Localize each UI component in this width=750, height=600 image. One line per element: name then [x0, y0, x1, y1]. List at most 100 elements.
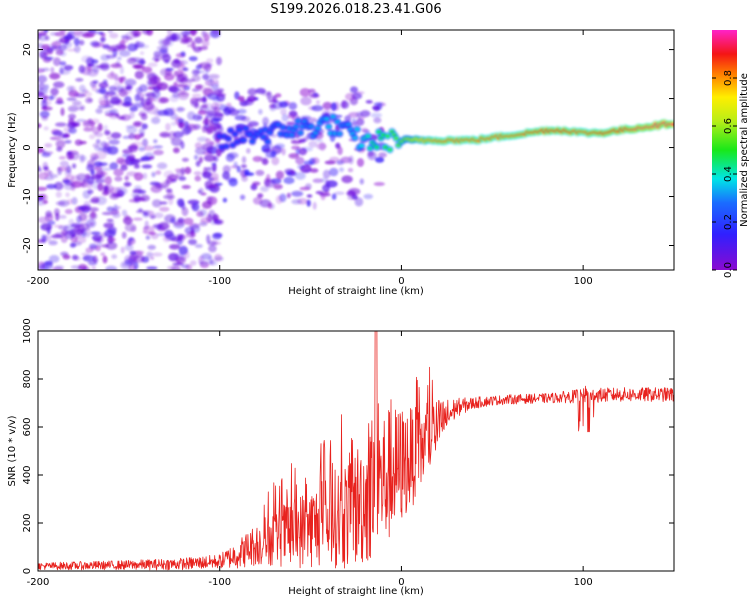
heatmap-cell [346, 123, 351, 126]
heatmap-cell [290, 140, 302, 145]
heatmap-cell [38, 147, 44, 154]
heatmap-cell [247, 88, 257, 96]
heatmap-cell [100, 252, 106, 256]
heatmap-cell [124, 258, 135, 266]
heatmap-cell [185, 37, 192, 42]
colorbar-ticks: 0.0 0.2 0.4 0.6 0.8 [712, 70, 737, 278]
heatmap-cell [264, 179, 276, 188]
heatmap-cell [107, 30, 113, 34]
heatmap-cell [155, 170, 162, 175]
heatmap-cell [175, 78, 184, 84]
heatmap-cell [41, 234, 47, 243]
heatmap-cell [151, 117, 161, 124]
heatmap-cell [244, 169, 250, 176]
heatmap-cell [165, 123, 171, 131]
colorbar-label: Normalized spectral amplitude [739, 73, 750, 227]
heatmap-cell [82, 91, 93, 98]
heatmap-cell [194, 175, 202, 182]
heatmap-cell [223, 107, 232, 116]
heatmap-cell [118, 88, 128, 97]
heatmap-cell [275, 170, 284, 180]
heatmap-cell [223, 145, 229, 148]
heatmap-cell [138, 146, 146, 152]
chart-title: S199.2026.018.23.41.G06 [270, 2, 441, 17]
heatmap-cell [241, 164, 247, 169]
heatmap-cell [138, 208, 143, 212]
heatmap-cell [151, 57, 161, 61]
heatmap-cell [48, 95, 54, 101]
heatmap-cell [64, 230, 75, 240]
heatmap-cell [88, 207, 99, 212]
heatmap-cell [109, 162, 119, 170]
heatmap-cell [53, 57, 61, 67]
heatmap-cell [183, 217, 194, 225]
heatmap-cell [259, 157, 268, 161]
heatmap-cell [205, 138, 211, 145]
heatmap-cell [49, 136, 61, 141]
heatmap-cell [193, 154, 199, 160]
heatmap-cell [214, 219, 222, 225]
heatmap-cell [202, 125, 207, 133]
heatmap-cell [222, 171, 231, 180]
heatmap-cell [55, 201, 66, 206]
heatmap-cell [47, 220, 56, 226]
heatmap-cell [38, 196, 43, 200]
tick-label: 600 [22, 417, 33, 436]
heatmap-cell [359, 178, 364, 185]
heatmap-cell [76, 106, 84, 111]
heatmap-cell [74, 236, 87, 244]
tick-label: 1000 [22, 318, 33, 343]
heatmap-cell [74, 44, 81, 53]
heatmap-cell [299, 88, 311, 97]
heatmap-cell [145, 235, 151, 240]
heatmap-cell [128, 237, 134, 242]
heatmap-cell [243, 127, 249, 130]
heatmap-cell [205, 125, 217, 133]
heatmap-cell [120, 164, 128, 171]
heatmap-cell [180, 51, 186, 57]
heatmap-cell [89, 198, 99, 204]
heatmap-cell [91, 155, 97, 162]
heatmap-cell [152, 199, 162, 208]
heatmap-cell [142, 101, 155, 111]
heatmap-cell [66, 97, 77, 101]
tick-label: 100 [574, 577, 593, 588]
heatmap-cell [64, 170, 72, 177]
heatmap-cell [162, 180, 175, 185]
heatmap-cell [115, 61, 121, 66]
heatmap-cell [127, 239, 132, 247]
heatmap-cell [205, 77, 214, 82]
heatmap-cell [201, 104, 208, 109]
heatmap-cell [241, 156, 247, 164]
heatmap-cell [163, 108, 174, 117]
heatmap-cell [190, 224, 201, 234]
snr-x-ticks: -200 -100 0 100 [27, 331, 593, 588]
heatmap-cell [135, 40, 140, 47]
heatmap-cell [138, 127, 145, 137]
heatmap-cell [38, 32, 42, 40]
heatmap-cell [106, 206, 115, 212]
heatmap-cell [141, 164, 153, 169]
heatmap-cell [113, 81, 121, 89]
tick-label: -10 [22, 188, 33, 204]
heatmap-cell [359, 144, 364, 148]
heatmap-cell [108, 237, 117, 242]
heatmap-cell [138, 112, 147, 117]
heatmap-cell [179, 244, 188, 254]
heatmap-cell [84, 173, 91, 180]
heatmap-cell [150, 256, 155, 260]
heatmap-cell [387, 148, 393, 152]
heatmap-cell [214, 80, 219, 86]
heatmap-cell [265, 140, 271, 144]
heatmap-cell [95, 174, 106, 181]
heatmap-cell [162, 235, 171, 243]
heatmap-cell [305, 183, 312, 190]
heatmap-cell [206, 63, 214, 67]
heatmap-cell [169, 244, 181, 250]
heatmap-cell [57, 166, 68, 172]
heatmap-cell [62, 254, 71, 260]
heatmap-cell [54, 208, 60, 217]
heatmap-cell [78, 206, 85, 210]
tick-label: -200 [27, 577, 50, 588]
tick-label: 0 [22, 144, 33, 150]
